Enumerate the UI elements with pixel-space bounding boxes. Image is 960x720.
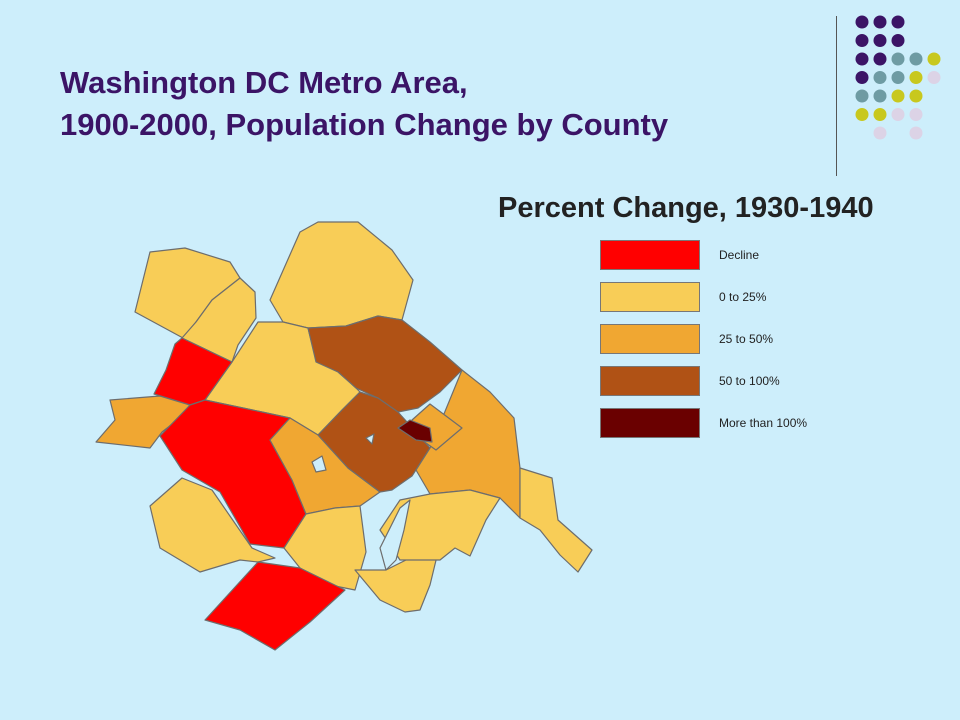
legend-label: Decline: [719, 248, 760, 262]
legend-label: 0 to 25%: [719, 290, 767, 304]
legend-label: More than 100%: [719, 416, 808, 430]
legend-item: 50 to 100%: [600, 366, 920, 398]
county-frederick-md: [269, 221, 414, 329]
county-montgomery: [307, 315, 463, 413]
county-arlington: [397, 419, 433, 443]
page-title: Washington DC Metro Area, 1900-2000, Pop…: [60, 62, 780, 146]
county-charles: [379, 489, 501, 561]
title-line-2: 1900-2000, Population Change by County: [60, 107, 669, 142]
county-page-rappahannock: [95, 395, 191, 449]
county-culpeper: [149, 477, 276, 573]
county-king-george: [354, 551, 439, 613]
legend-item: 0 to 25%: [600, 282, 920, 314]
river-water: [311, 433, 411, 571]
title-line-1: Washington DC Metro Area,: [60, 65, 468, 100]
legend-swatch: [600, 366, 700, 396]
county-calvert: [519, 467, 593, 573]
county-spotsylvania: [204, 561, 346, 651]
map-subtitle: Percent Change, 1930-1940: [498, 192, 874, 224]
legend-label: 25 to 50%: [719, 332, 774, 346]
legend-swatch: [600, 282, 700, 312]
legend-swatch: [600, 240, 700, 270]
decorative-divider: [836, 16, 837, 176]
legend-label: 50 to 100%: [719, 374, 780, 388]
legend-item: Decline: [600, 240, 920, 272]
legend-swatch: [600, 324, 700, 354]
legend-swatch: [600, 408, 700, 438]
legend-item: More than 100%: [600, 408, 920, 440]
legend-item: 25 to 50%: [600, 324, 920, 356]
